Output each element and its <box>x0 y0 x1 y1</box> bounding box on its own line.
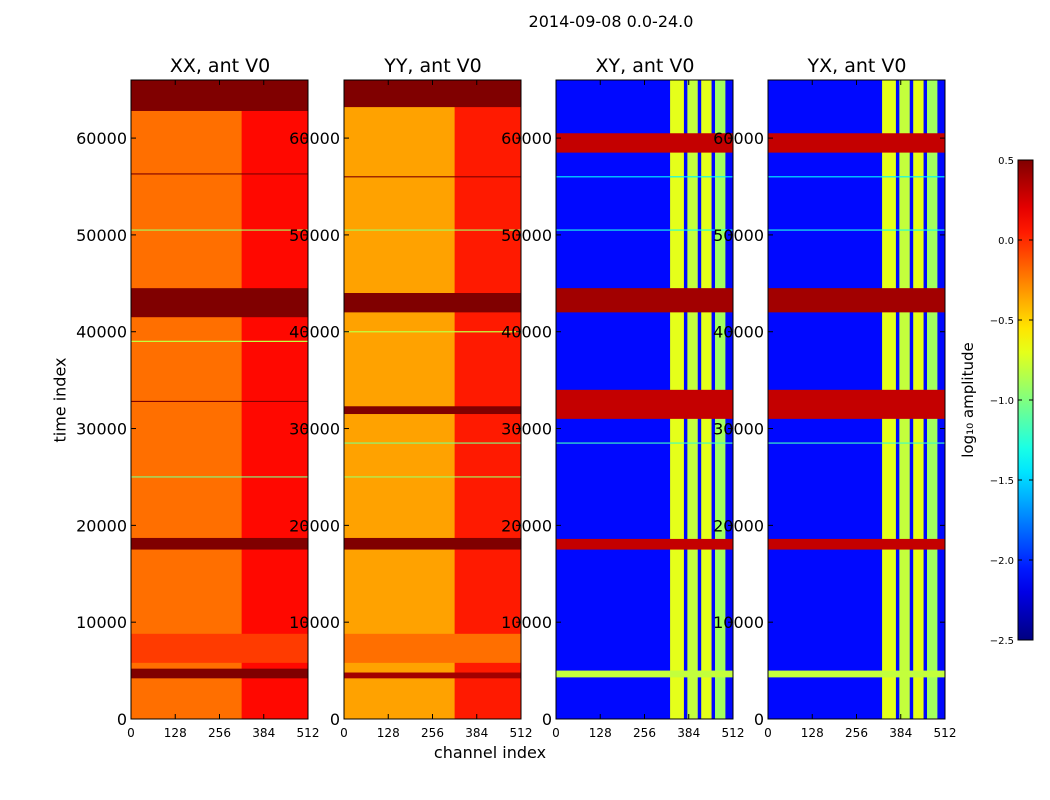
x-axis-label: channel index <box>433 743 547 762</box>
panel-2-row-band-4 <box>344 406 521 415</box>
colorbar-tick-label-5: −1.5 <box>990 476 1014 487</box>
panel-1-xtick-label-384: 384 <box>252 726 275 740</box>
panel-4-row-band-2 <box>768 538 945 550</box>
panel-2-ytick-label-40000: 40000 <box>289 323 340 342</box>
panel-1-row-band-5 <box>131 80 308 111</box>
panel-1-row-band-4 <box>131 288 308 318</box>
panel-1-ytick-label-30000: 30000 <box>76 420 127 439</box>
panel-2-xtick-label-256: 256 <box>421 726 444 740</box>
panel-3-xtick-label-256: 256 <box>633 726 656 740</box>
figure-suptitle: 2014-09-08 0.0-24.0 <box>528 12 694 31</box>
panel-2-row-band-5 <box>344 293 521 313</box>
colorbar-tick-label-3: −0.5 <box>990 316 1014 327</box>
panel-3-xtick-label-512: 512 <box>722 726 745 740</box>
panel-3-xtick-label-0: 0 <box>552 726 560 740</box>
panel-3-row-band-4 <box>556 288 733 313</box>
panel-1-ytick-label-20000: 20000 <box>76 516 127 535</box>
colorbar-tick-label-7: −2.5 <box>990 636 1014 647</box>
panel-4-ytick-label-60000: 60000 <box>713 129 764 148</box>
panel-1-xtick-label-0: 0 <box>127 726 135 740</box>
panel-3-row-band-3 <box>556 389 733 419</box>
panel-title-xy: XY, ant V0 <box>595 55 695 77</box>
panel-3-ytick-label-60000: 60000 <box>501 129 552 148</box>
panel-1-row-band-2 <box>131 633 308 663</box>
panel-2-row-band-2 <box>344 633 521 663</box>
panel-1-ytick-label-60000: 60000 <box>76 129 127 148</box>
panel-4-ytick-label-10000: 10000 <box>713 613 764 632</box>
colorbar-tick-label-6: −2.0 <box>990 556 1014 567</box>
panel-2-xtick-label-384: 384 <box>465 726 488 740</box>
panel-4-xtick-label-512: 512 <box>934 726 957 740</box>
panel-4-ytick-label-50000: 50000 <box>713 226 764 245</box>
panel-4-xtick-label-128: 128 <box>801 726 824 740</box>
panel-2-xtick-label-512: 512 <box>510 726 533 740</box>
panel-3-xtick-label-128: 128 <box>589 726 612 740</box>
panel-4-ytick-label-0: 0 <box>754 710 764 729</box>
panel-title-yx: YX, ant V0 <box>807 55 907 77</box>
panel-3-xtick-label-384: 384 <box>677 726 700 740</box>
panel-4-ytick-label-30000: 30000 <box>713 420 764 439</box>
panel-1-row-band-1 <box>131 668 308 679</box>
panel-2-ytick-label-0: 0 <box>330 710 340 729</box>
panel-3-ytick-label-50000: 50000 <box>501 226 552 245</box>
panel-1-ytick-label-0: 0 <box>117 710 127 729</box>
panel-1-xtick-label-256: 256 <box>208 726 231 740</box>
panel-3-ytick-label-10000: 10000 <box>501 613 552 632</box>
panel-4-xtick-label-256: 256 <box>845 726 868 740</box>
panel-2-row-band-1 <box>344 672 521 679</box>
panel-1-ytick-label-50000: 50000 <box>76 226 127 245</box>
panel-4-row-band-1 <box>768 670 945 678</box>
panel-1-xtick-label-512: 512 <box>297 726 320 740</box>
panel-4-row-band-5 <box>768 133 945 153</box>
panel-3-row-band-1 <box>556 670 733 678</box>
panel-4-row-band-4 <box>768 288 945 313</box>
panel-title-xx: XX, ant V0 <box>169 55 271 77</box>
panel-2-xtick-label-0: 0 <box>340 726 348 740</box>
panel-3-row-band-5 <box>556 133 733 153</box>
panel-2-row-band-3 <box>344 537 521 550</box>
panel-1-ytick-label-40000: 40000 <box>76 323 127 342</box>
panel-4-ytick-label-20000: 20000 <box>713 516 764 535</box>
panel-2-ytick-label-30000: 30000 <box>289 420 340 439</box>
panel-4-xtick-label-0: 0 <box>764 726 772 740</box>
panel-3-row-band-2 <box>556 538 733 550</box>
colorbar-tick-label-2: 0.0 <box>998 236 1014 247</box>
panel-2-ytick-label-20000: 20000 <box>289 516 340 535</box>
panel-1-ytick-label-10000: 10000 <box>76 613 127 632</box>
panel-2-ytick-label-10000: 10000 <box>289 613 340 632</box>
panel-2-xtick-label-128: 128 <box>377 726 400 740</box>
panel-4-ytick-label-40000: 40000 <box>713 323 764 342</box>
panel-1-row-band-3 <box>131 537 308 550</box>
colorbar-tick-label-1: 0.5 <box>998 156 1014 167</box>
panel-2-column-band-1 <box>454 80 521 719</box>
panel-1-xtick-label-128: 128 <box>164 726 187 740</box>
panel-2-ytick-label-60000: 60000 <box>289 129 340 148</box>
panel-title-yy: YY, ant V0 <box>384 55 482 77</box>
panel-3-ytick-label-0: 0 <box>542 710 552 729</box>
colorbar-tick-label-4: −1.0 <box>990 396 1014 407</box>
panel-3-ytick-label-20000: 20000 <box>501 516 552 535</box>
panel-2-ytick-label-50000: 50000 <box>289 226 340 245</box>
panel-3-ytick-label-40000: 40000 <box>501 323 552 342</box>
panel-4-xtick-label-384: 384 <box>889 726 912 740</box>
panel-1-column-band-1 <box>241 80 308 719</box>
panel-4-row-band-3 <box>768 389 945 419</box>
panel-3-ytick-label-30000: 30000 <box>501 420 552 439</box>
